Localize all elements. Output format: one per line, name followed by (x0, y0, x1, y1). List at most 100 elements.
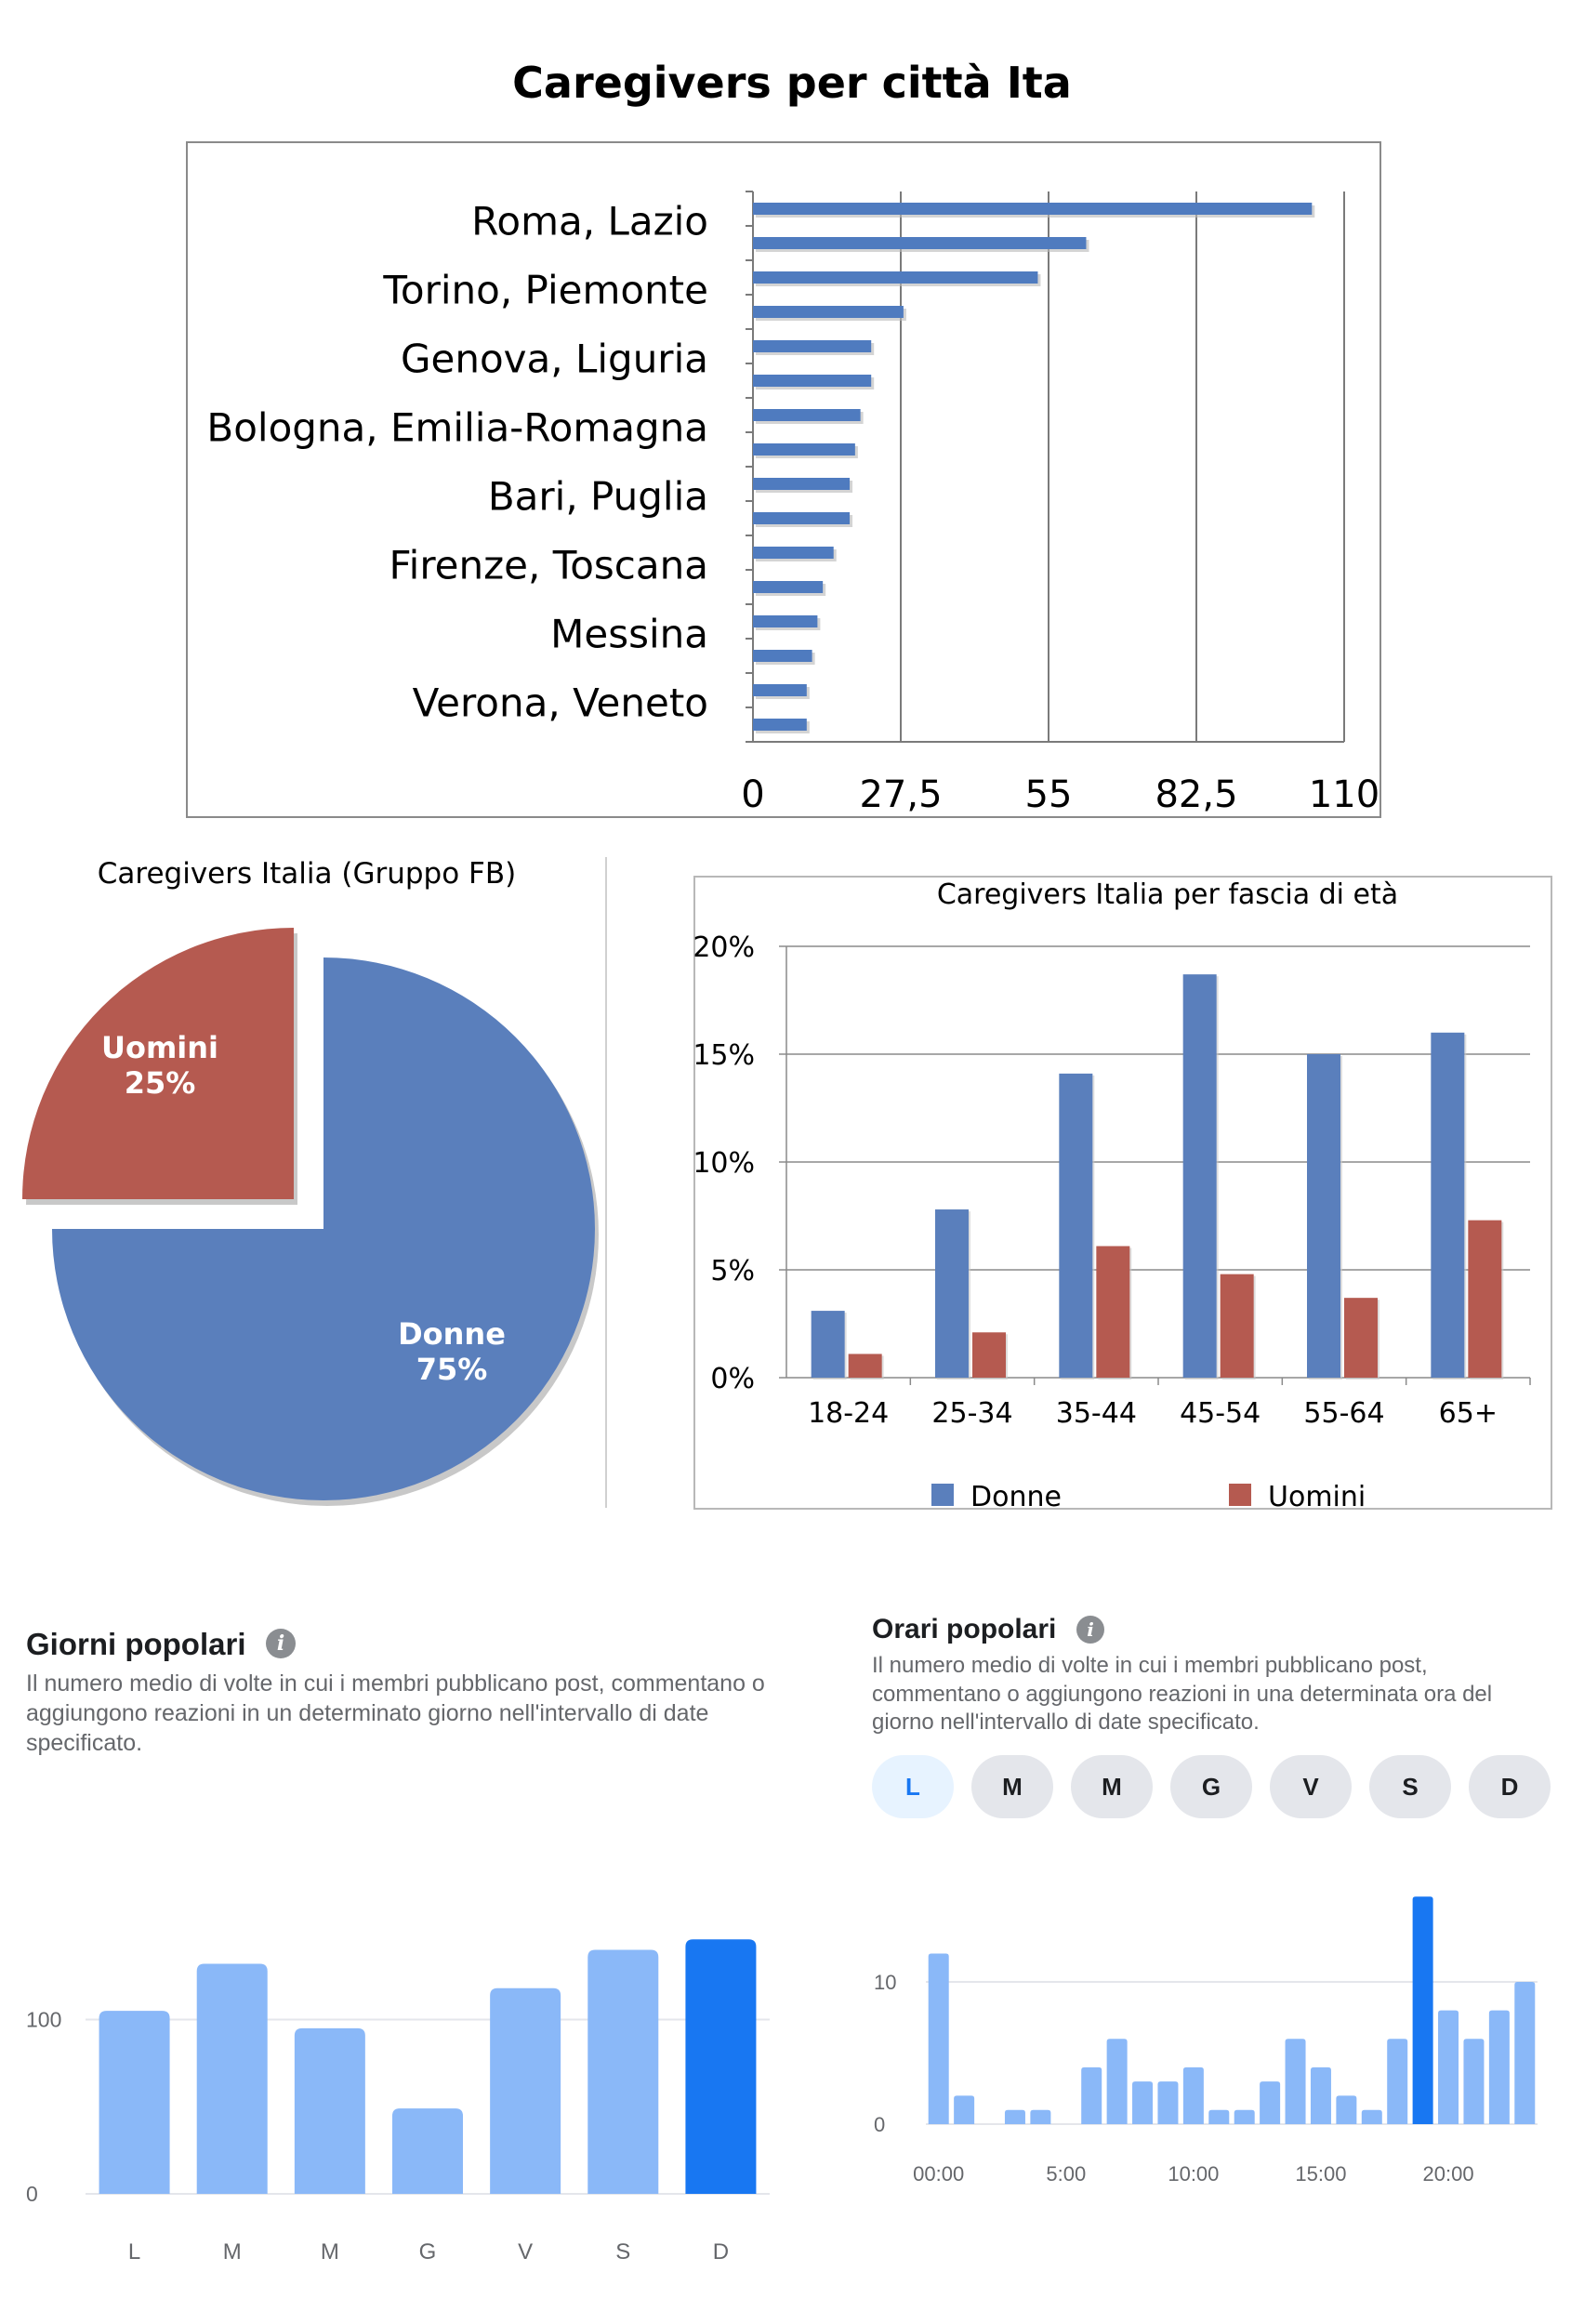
age-chart-title: Caregivers Italia per fascia di età (937, 878, 1398, 911)
x-tick-label: M (223, 2239, 242, 2265)
city-label: Bari, Puglia (488, 474, 708, 520)
y-tick-label: 0% (710, 1363, 755, 1395)
day-bar (587, 1949, 659, 2194)
hour-bar (1208, 2109, 1230, 2124)
age-bar-chart: Caregivers Italia per fascia di età 0% 5% 1… (693, 878, 1531, 1513)
days-bar-chart: 0 100 L M M G V S D (26, 1939, 770, 2265)
city-bar (753, 203, 1313, 215)
city-chart-frame (186, 141, 1381, 818)
day-tab-mercoledi[interactable]: M (1071, 1755, 1153, 1818)
x-tick-label: G (419, 2239, 437, 2265)
days-chart-description: Il numero medio di volte in cui i membri… (26, 1670, 765, 1756)
day-tab-lunedi[interactable]: L (872, 1755, 954, 1818)
hour-bar (1004, 2109, 1025, 2124)
city-bar-chart: 0 27,5 55 82,5 110 Roma, Lazio Torino, Piemont… (206, 191, 1379, 816)
hour-bar (928, 1953, 949, 2124)
legend-label-donne: Donne (970, 1481, 1062, 1513)
bar-donne (811, 1311, 845, 1378)
city-bar (753, 443, 855, 456)
pie-label-uomini: Uomini (101, 1030, 218, 1065)
hour-bar (1336, 2095, 1357, 2124)
day-tab-venerdi[interactable]: V (1270, 1755, 1352, 1818)
y-tick-label: 10 (874, 1971, 896, 1994)
hour-bar (1463, 2039, 1485, 2124)
city-bar (753, 237, 1087, 249)
pie-pct-uomini: 25% (125, 1065, 196, 1101)
y-tick-label: 5% (710, 1255, 755, 1287)
x-tick-label: 82,5 (1155, 773, 1237, 816)
pie-title: Caregivers Italia (Gruppo FB) (98, 857, 516, 891)
hour-bar (1157, 2081, 1179, 2124)
bar-uomini (1344, 1298, 1378, 1378)
hour-bar (1106, 2039, 1128, 2124)
hour-bar (1132, 2081, 1154, 2124)
hour-bar (1234, 2109, 1255, 2124)
x-tick-label: 55 (1025, 773, 1073, 816)
bar-uomini (848, 1353, 882, 1378)
day-tab-domenica[interactable]: D (1469, 1755, 1551, 1818)
legend-swatch-donne (931, 1484, 954, 1506)
city-label: Roma, Lazio (471, 199, 708, 244)
pie-label-donne: Donne (398, 1316, 506, 1352)
x-tick-label: 5:00 (1046, 2162, 1086, 2185)
city-bar (753, 650, 812, 662)
city-bar (753, 684, 807, 696)
hour-bar (1182, 2067, 1204, 2124)
legend-label-uomini: Uomini (1268, 1481, 1366, 1513)
x-tick-label: 15:00 (1295, 2162, 1346, 2185)
city-bar (753, 306, 904, 318)
day-tab-giovedi[interactable]: G (1170, 1755, 1252, 1818)
hours-chart-description: Il numero medio di volte in cui i membri… (872, 1653, 1493, 1736)
city-bar (753, 581, 824, 593)
x-tick-label: 18-24 (808, 1397, 889, 1430)
y-tick-label: 20% (693, 931, 755, 964)
day-tab-sabato[interactable]: S (1369, 1755, 1451, 1818)
pie-slice-donne (52, 957, 595, 1500)
pie-pct-donne: 75% (416, 1352, 488, 1387)
x-tick-label: 45-54 (1180, 1397, 1261, 1430)
hour-bar (1030, 2109, 1051, 2124)
x-tick-label: 55-64 (1303, 1397, 1384, 1430)
hour-bar (1081, 2067, 1102, 2124)
day-bar (99, 2011, 170, 2194)
bar-uomini (1468, 1220, 1502, 1378)
hours-info-icon[interactable]: i (1076, 1616, 1104, 1644)
days-chart-title: Giorni popolari (26, 1627, 246, 1661)
city-label: Bologna, Emilia-Romagna (206, 405, 708, 451)
city-bar (753, 375, 872, 387)
city-bar (753, 719, 807, 731)
bar-uomini (972, 1332, 1006, 1378)
city-bar (753, 615, 818, 627)
bar-donne (1431, 1032, 1465, 1378)
city-bar (753, 478, 851, 490)
pie-slice-uomini (22, 928, 294, 1199)
bar-donne (935, 1209, 969, 1378)
hours-chart-title: Orari popolari (872, 1614, 1057, 1644)
hour-bar (1387, 2039, 1408, 2124)
x-tick-label: 20:00 (1423, 2162, 1474, 2185)
age-chart-frame (693, 876, 1552, 1510)
city-label: Firenze, Toscana (389, 543, 708, 588)
legend-swatch-uomini (1229, 1484, 1251, 1506)
city-label: Genova, Liguria (401, 337, 708, 382)
hour-bar (1514, 1982, 1536, 2124)
city-bar (753, 409, 861, 421)
section-divider (605, 857, 607, 1508)
city-bar (753, 271, 1038, 284)
day-bar (294, 2027, 365, 2194)
x-tick-label: 25-34 (931, 1397, 1012, 1430)
x-tick-label: 0 (741, 773, 764, 816)
x-tick-label: 10:00 (1168, 2162, 1219, 2185)
days-info-icon[interactable]: i (266, 1629, 296, 1658)
x-tick-label: V (518, 2239, 533, 2265)
y-tick-label: 0 (874, 2113, 885, 2136)
day-bar (490, 1987, 561, 2194)
bar-donne (1307, 1054, 1340, 1378)
day-tab-martedi[interactable]: M (971, 1755, 1053, 1818)
hour-bar (1310, 2067, 1331, 2124)
hour-bar (1285, 2039, 1306, 2124)
hour-bar (1412, 1896, 1433, 2124)
hour-bar (1260, 2081, 1281, 2124)
